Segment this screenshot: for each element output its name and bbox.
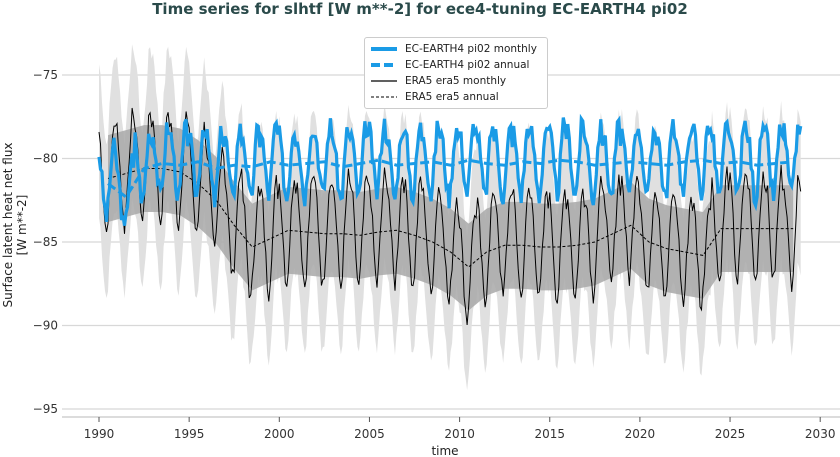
x-tick-label: 2010 (444, 427, 475, 441)
legend-item: ERA5 era5 annual (371, 91, 499, 103)
legend: EC-EARTH4 pi02 monthly EC-EARTH4 pi02 an… (364, 37, 548, 109)
x-tick-label: 2020 (625, 427, 656, 441)
x-tick-label: 2000 (264, 427, 295, 441)
era5-annual-line (107, 168, 794, 268)
y-tick-label: −85 (33, 235, 58, 249)
x-tick-label: 1995 (174, 427, 205, 441)
model-annual-line (107, 158, 794, 200)
x-tick-label: 1990 (84, 427, 115, 441)
era5-monthly-line (98, 107, 802, 325)
y-axis-label: [W m**-2] (15, 195, 29, 256)
x-tick-label: 2005 (354, 427, 385, 441)
legend-item: ERA5 era5 monthly (371, 75, 507, 87)
model-monthly-line (97, 113, 803, 226)
x-tick-label: 2015 (534, 427, 565, 441)
x-tick-label: 2030 (805, 427, 836, 441)
y-tick-label: −95 (33, 402, 58, 416)
legend-item: EC-EARTH4 pi02 annual (371, 59, 530, 71)
y-tick-label: −90 (33, 319, 58, 333)
y-axis-label: Surface latent heat net flux (1, 142, 15, 307)
y-tick-label: −75 (33, 68, 58, 82)
inner-spread-band (108, 125, 794, 311)
y-tick-label: −80 (33, 152, 58, 166)
chart-title: Time series for slhtf [W m**-2] for ece4… (152, 0, 688, 18)
x-tick-label: 2025 (715, 427, 746, 441)
x-axis-label: time (431, 444, 458, 457)
legend-item: EC-EARTH4 pi02 monthly (371, 43, 537, 55)
